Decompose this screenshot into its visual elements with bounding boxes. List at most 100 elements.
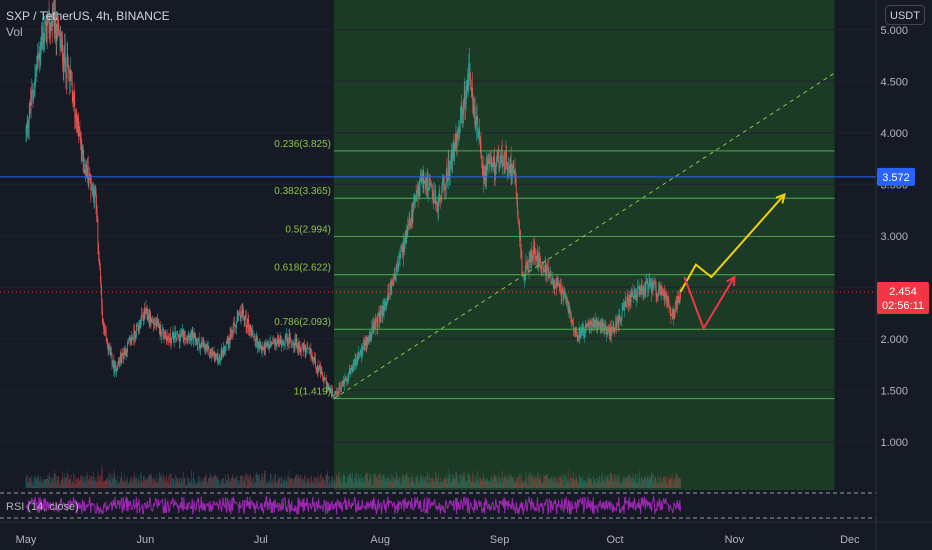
candle-body xyxy=(286,333,287,339)
candle-body xyxy=(280,339,282,347)
candle-body xyxy=(529,260,531,262)
candle-body xyxy=(672,314,674,319)
volume-bar xyxy=(644,476,645,488)
volume-bar xyxy=(406,477,408,488)
candle-body xyxy=(220,350,222,360)
candle-body xyxy=(207,344,208,347)
volume-bar xyxy=(31,475,33,488)
candle-body xyxy=(619,317,621,320)
volume-bar xyxy=(514,476,516,488)
volume-bar xyxy=(526,481,527,488)
volume-bar xyxy=(172,479,174,488)
candle-body xyxy=(411,210,413,221)
volume-bar xyxy=(443,478,445,488)
candle-body xyxy=(524,274,525,281)
symbol-title[interactable]: SXP / TetherUS, 4h, BINANCE xyxy=(6,9,170,23)
candle-body xyxy=(212,351,214,356)
candle-body xyxy=(165,335,167,337)
candle-body xyxy=(268,343,270,348)
candle-body xyxy=(592,324,593,327)
volume-bar xyxy=(49,484,51,488)
volume-bar xyxy=(606,478,608,488)
volume-bar xyxy=(334,480,336,488)
candle-body xyxy=(507,167,509,170)
volume-bar xyxy=(191,469,192,488)
candle-body xyxy=(531,250,533,260)
candle-body xyxy=(581,330,583,333)
candle-body xyxy=(647,282,649,290)
volume-bar xyxy=(265,485,267,488)
candle-body xyxy=(393,279,395,286)
candle-body xyxy=(563,293,565,299)
candle-body xyxy=(470,89,472,92)
volume-bar xyxy=(518,484,520,488)
candle-body xyxy=(413,200,415,204)
volume-bar xyxy=(123,480,124,488)
candle-body xyxy=(127,342,129,344)
volume-bar xyxy=(368,481,370,488)
candle-body xyxy=(525,262,527,273)
candle-body xyxy=(141,314,143,316)
candle-body xyxy=(622,305,624,310)
volume-bar xyxy=(331,476,332,488)
volume-bar xyxy=(569,478,570,488)
volume-bar xyxy=(529,485,531,488)
volume-bar xyxy=(578,475,580,488)
candle-body xyxy=(551,283,553,284)
rsi-legend[interactable]: RSI (14, close) xyxy=(6,501,79,513)
volume-bar xyxy=(554,476,556,488)
volume-bar xyxy=(544,475,546,488)
candle-body xyxy=(535,256,537,258)
candle-body xyxy=(562,287,563,293)
volume-bar xyxy=(618,474,620,488)
volume-bar xyxy=(124,473,126,488)
candle-body xyxy=(651,284,653,294)
candle-body xyxy=(495,165,497,169)
volume-bar xyxy=(94,480,96,488)
currency-button[interactable]: USDT xyxy=(885,5,925,25)
volume-bar xyxy=(146,478,148,488)
candle-body xyxy=(365,340,366,346)
candle-body xyxy=(134,329,135,338)
candle-body xyxy=(631,292,633,296)
candle-body xyxy=(565,296,567,300)
volume-bar xyxy=(136,479,138,488)
candle-body xyxy=(27,119,29,128)
volume-bar xyxy=(131,482,133,488)
candle-body xyxy=(417,186,419,197)
candle-body xyxy=(51,19,53,24)
candle-body xyxy=(352,365,354,373)
volume-legend[interactable]: Vol xyxy=(6,25,23,39)
volume-bar xyxy=(401,477,403,488)
candle-body xyxy=(666,299,668,302)
candle-body xyxy=(285,336,287,339)
candle-body xyxy=(381,312,383,317)
volume-bar xyxy=(220,483,221,488)
volume-bar xyxy=(588,478,590,488)
volume-bar xyxy=(590,478,592,488)
volume-bar xyxy=(551,481,553,488)
volume-bar xyxy=(505,477,507,488)
volume-bar xyxy=(75,479,77,488)
volume-bar xyxy=(604,475,606,488)
volume-bar xyxy=(376,476,378,488)
candle-body xyxy=(315,367,317,369)
candle-body xyxy=(288,343,289,345)
volume-bar xyxy=(200,481,201,488)
candle-body xyxy=(146,307,148,309)
candle-body xyxy=(229,342,230,344)
volume-bar xyxy=(417,475,418,488)
volume-bar xyxy=(507,475,509,488)
volume-bar xyxy=(250,482,252,488)
volume-bar xyxy=(342,476,344,488)
volume-bar xyxy=(266,479,268,488)
volume-bar xyxy=(496,480,498,488)
volume-bar xyxy=(157,483,158,488)
candle-body xyxy=(105,332,107,338)
volume-bar xyxy=(55,473,56,488)
candle-body xyxy=(449,169,450,177)
candle-body xyxy=(128,338,130,340)
candle-body xyxy=(226,343,228,344)
volume-bar xyxy=(599,482,601,488)
